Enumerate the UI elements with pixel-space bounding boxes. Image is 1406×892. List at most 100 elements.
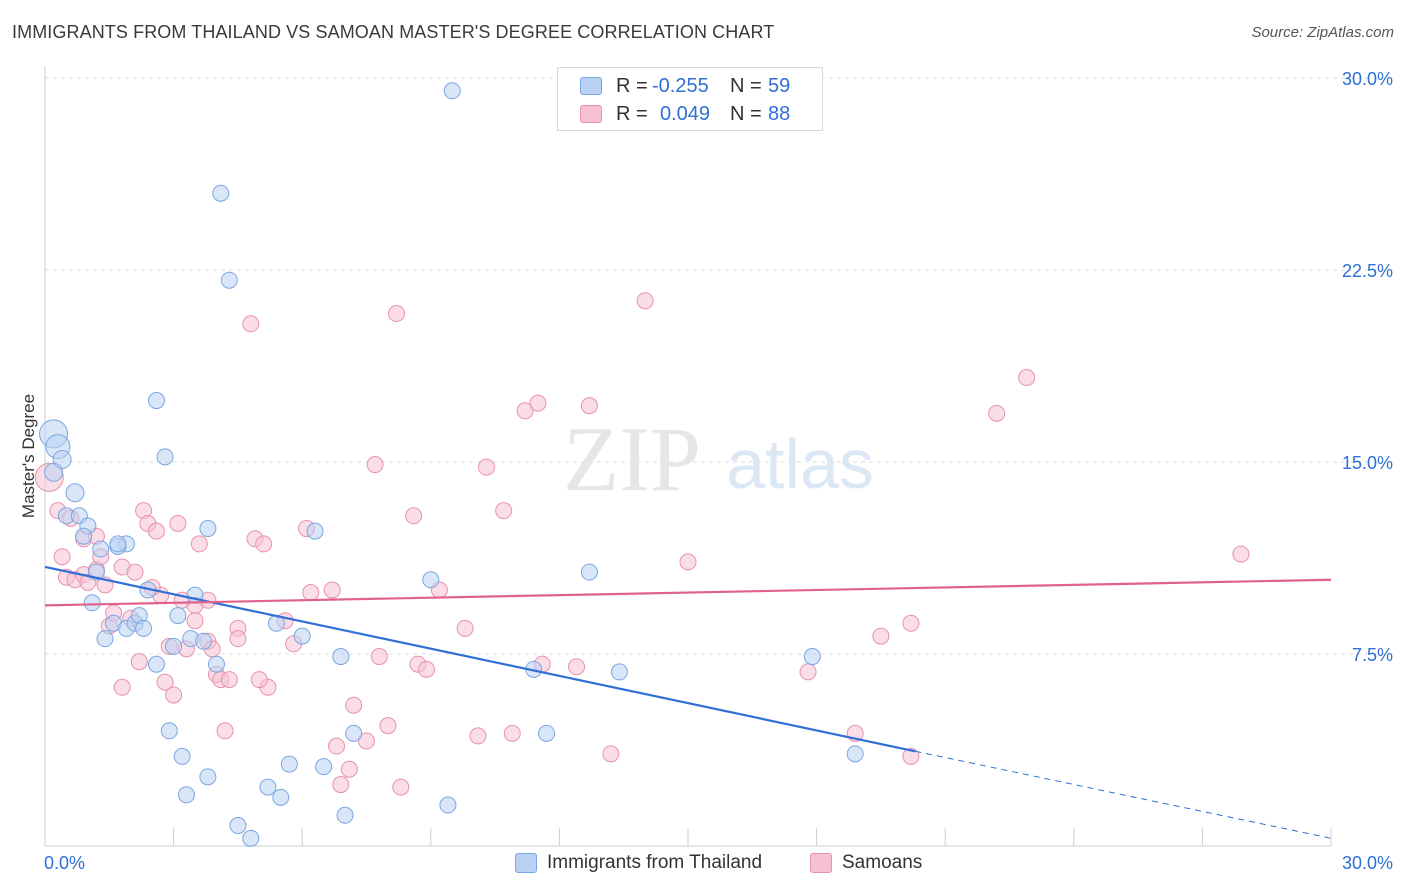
samoan-point	[392, 778, 410, 796]
thailand-point	[220, 271, 238, 289]
grid-lines	[45, 77, 1392, 655]
legend-n-label: N =	[730, 102, 762, 125]
thailand-point	[147, 655, 165, 673]
samoan-point	[529, 394, 547, 412]
legend-n-value: 88	[768, 102, 791, 125]
samoan-point	[366, 456, 384, 474]
thailand-point	[439, 796, 457, 814]
samoan-point	[405, 507, 423, 525]
thailand-point	[345, 724, 363, 742]
thailand-point	[169, 607, 187, 625]
x-tick-label: 0.0%	[44, 853, 85, 873]
chart-title: IMMIGRANTS FROM THAILAND VS SAMOAN MASTE…	[12, 22, 775, 42]
samoan-point	[370, 648, 388, 666]
thailand-point	[147, 392, 165, 410]
legend-n-label: N =	[730, 74, 762, 97]
samoan-point	[902, 747, 920, 765]
samoan-point	[242, 315, 260, 333]
watermark-atlas: atlas	[726, 425, 874, 503]
samoan-point	[53, 548, 71, 566]
samoan-point	[220, 671, 238, 689]
x-tick-label: 30.0%	[1342, 853, 1393, 873]
series-legend-samoans[interactable]: Samoans	[810, 852, 922, 874]
thailand-point	[199, 520, 217, 538]
thailand-point	[272, 788, 290, 806]
watermark-zip: ZIP	[563, 408, 701, 510]
thailand-trend-line	[44, 565, 916, 753]
y-axis-label: Master's Degree	[19, 394, 38, 518]
thailand-point	[803, 648, 821, 666]
thailand-point	[135, 619, 153, 637]
samoan-point	[327, 737, 345, 755]
legend-swatch-blue	[580, 77, 602, 95]
thailand-point	[83, 594, 101, 612]
thailand-point	[580, 563, 598, 581]
y-tick-label: 22.5%	[1342, 261, 1393, 281]
thailand-point	[65, 483, 85, 503]
thailand-point	[195, 632, 213, 650]
samoan-point	[478, 458, 496, 476]
thailand-point	[538, 724, 556, 742]
thailand-point	[160, 722, 178, 740]
samoan-point	[186, 612, 204, 630]
samoan-point	[156, 673, 174, 691]
samoan-point	[516, 402, 534, 420]
samoan-point	[902, 614, 920, 632]
samoan-point	[388, 305, 406, 323]
thailand-point	[846, 745, 864, 763]
thailand-point	[92, 540, 110, 558]
thailand-point	[109, 535, 127, 553]
legend-r-label: R =	[616, 102, 648, 125]
samoan-point	[1232, 545, 1250, 563]
samoan-point	[602, 745, 620, 763]
thailand-point	[96, 630, 114, 648]
samoan-point	[988, 404, 1006, 422]
samoan-point	[495, 502, 513, 520]
samoan-point	[580, 397, 598, 415]
axes	[44, 66, 1332, 847]
series-swatch-blue	[515, 853, 537, 873]
samoan-point	[679, 553, 697, 571]
samoan-point	[165, 686, 183, 704]
samoan-point	[418, 660, 436, 678]
thailand-points	[39, 82, 864, 847]
trend-lines	[44, 565, 1332, 839]
samoan-point	[126, 563, 144, 581]
thailand-point	[177, 786, 195, 804]
series-swatch-pink	[810, 853, 832, 873]
thailand-point	[336, 806, 354, 824]
legend-r-label: R =	[616, 74, 648, 97]
samoan-point	[872, 627, 890, 645]
samoan-point	[302, 584, 320, 602]
series-legend-thailand[interactable]: Immigrants from Thailand	[515, 852, 762, 874]
thailand-point	[75, 527, 93, 545]
legend-swatch-pink	[580, 105, 602, 123]
thailand-point	[212, 184, 230, 202]
thailand-point	[332, 648, 350, 666]
samoan-point	[799, 663, 817, 681]
y-tick-labels: 7.5% 15.0% 22.5% 30.0%	[1342, 69, 1393, 665]
thailand-point	[259, 778, 277, 796]
samoan-point	[169, 514, 187, 532]
samoan-point	[147, 522, 165, 540]
y-tick-label: 30.0%	[1342, 69, 1393, 89]
samoan-point	[1018, 369, 1036, 387]
thailand-point	[443, 82, 461, 100]
samoan-trend-line	[44, 578, 1332, 607]
samoan-point	[190, 535, 208, 553]
samoan-point	[229, 630, 247, 648]
series-legend-label: Immigrants from Thailand	[547, 852, 763, 873]
legend-r-value: -0.255	[652, 74, 709, 97]
legend-row-samoans: R = 0.049 N = 88	[580, 101, 790, 127]
thailand-point	[242, 829, 260, 847]
samoan-point	[636, 292, 654, 310]
y-tick-label: 7.5%	[1352, 645, 1393, 665]
thailand-point	[173, 747, 191, 765]
samoan-point	[358, 732, 375, 750]
samoan-point	[255, 535, 273, 553]
samoan-point	[323, 581, 341, 599]
samoan-point	[216, 722, 234, 740]
thailand-point	[165, 637, 183, 655]
samoan-point	[379, 717, 397, 735]
samoan-point	[456, 619, 474, 637]
